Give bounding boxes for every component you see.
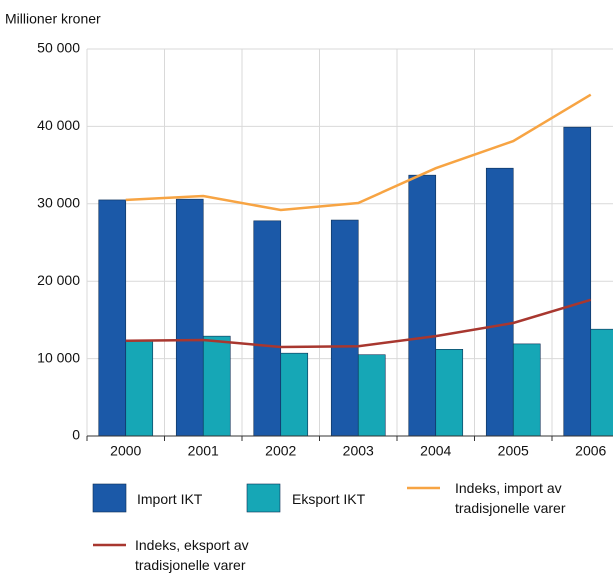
line xyxy=(125,93,592,212)
bar xyxy=(125,340,154,437)
y-tick-label: 30 000 xyxy=(37,195,80,211)
bar xyxy=(512,343,541,437)
x-tick-label: 2000 xyxy=(110,443,141,459)
bar xyxy=(408,174,437,437)
bar xyxy=(357,354,386,437)
legend-swatch xyxy=(92,483,127,513)
y-tick-label: 50 000 xyxy=(37,40,80,56)
bar xyxy=(280,352,309,437)
legend-swatch xyxy=(246,483,281,513)
x-tick-label: 2002 xyxy=(265,443,296,459)
y-tick-label: 10 000 xyxy=(37,349,80,365)
y-tick-label: 0 xyxy=(72,427,80,443)
x-tick-label: 2006 xyxy=(575,443,606,459)
x-tick-label: 2005 xyxy=(498,443,529,459)
bar xyxy=(590,328,613,437)
bar xyxy=(175,198,204,437)
legend-label: Import IKT xyxy=(137,491,203,507)
x-tick-label: 2003 xyxy=(343,443,374,459)
y-axis-title: Millioner kroner xyxy=(5,11,101,27)
bar xyxy=(563,126,592,437)
x-tick-label: 2004 xyxy=(420,443,451,459)
bar xyxy=(202,335,231,437)
bar xyxy=(485,167,514,437)
x-tick-label: 2001 xyxy=(188,443,219,459)
bar xyxy=(435,349,464,437)
legend-label: Indeks, eksport av tradisjonelle varer xyxy=(135,537,249,573)
bar xyxy=(253,220,282,437)
bar xyxy=(98,199,127,437)
y-tick-label: 20 000 xyxy=(37,272,80,288)
bar xyxy=(330,219,359,437)
line xyxy=(125,298,592,349)
y-tick-label: 40 000 xyxy=(37,117,80,133)
legend-label: Indeks, import av tradisjonelle varer xyxy=(455,480,566,516)
legend-label: Eksport IKT xyxy=(292,491,366,507)
